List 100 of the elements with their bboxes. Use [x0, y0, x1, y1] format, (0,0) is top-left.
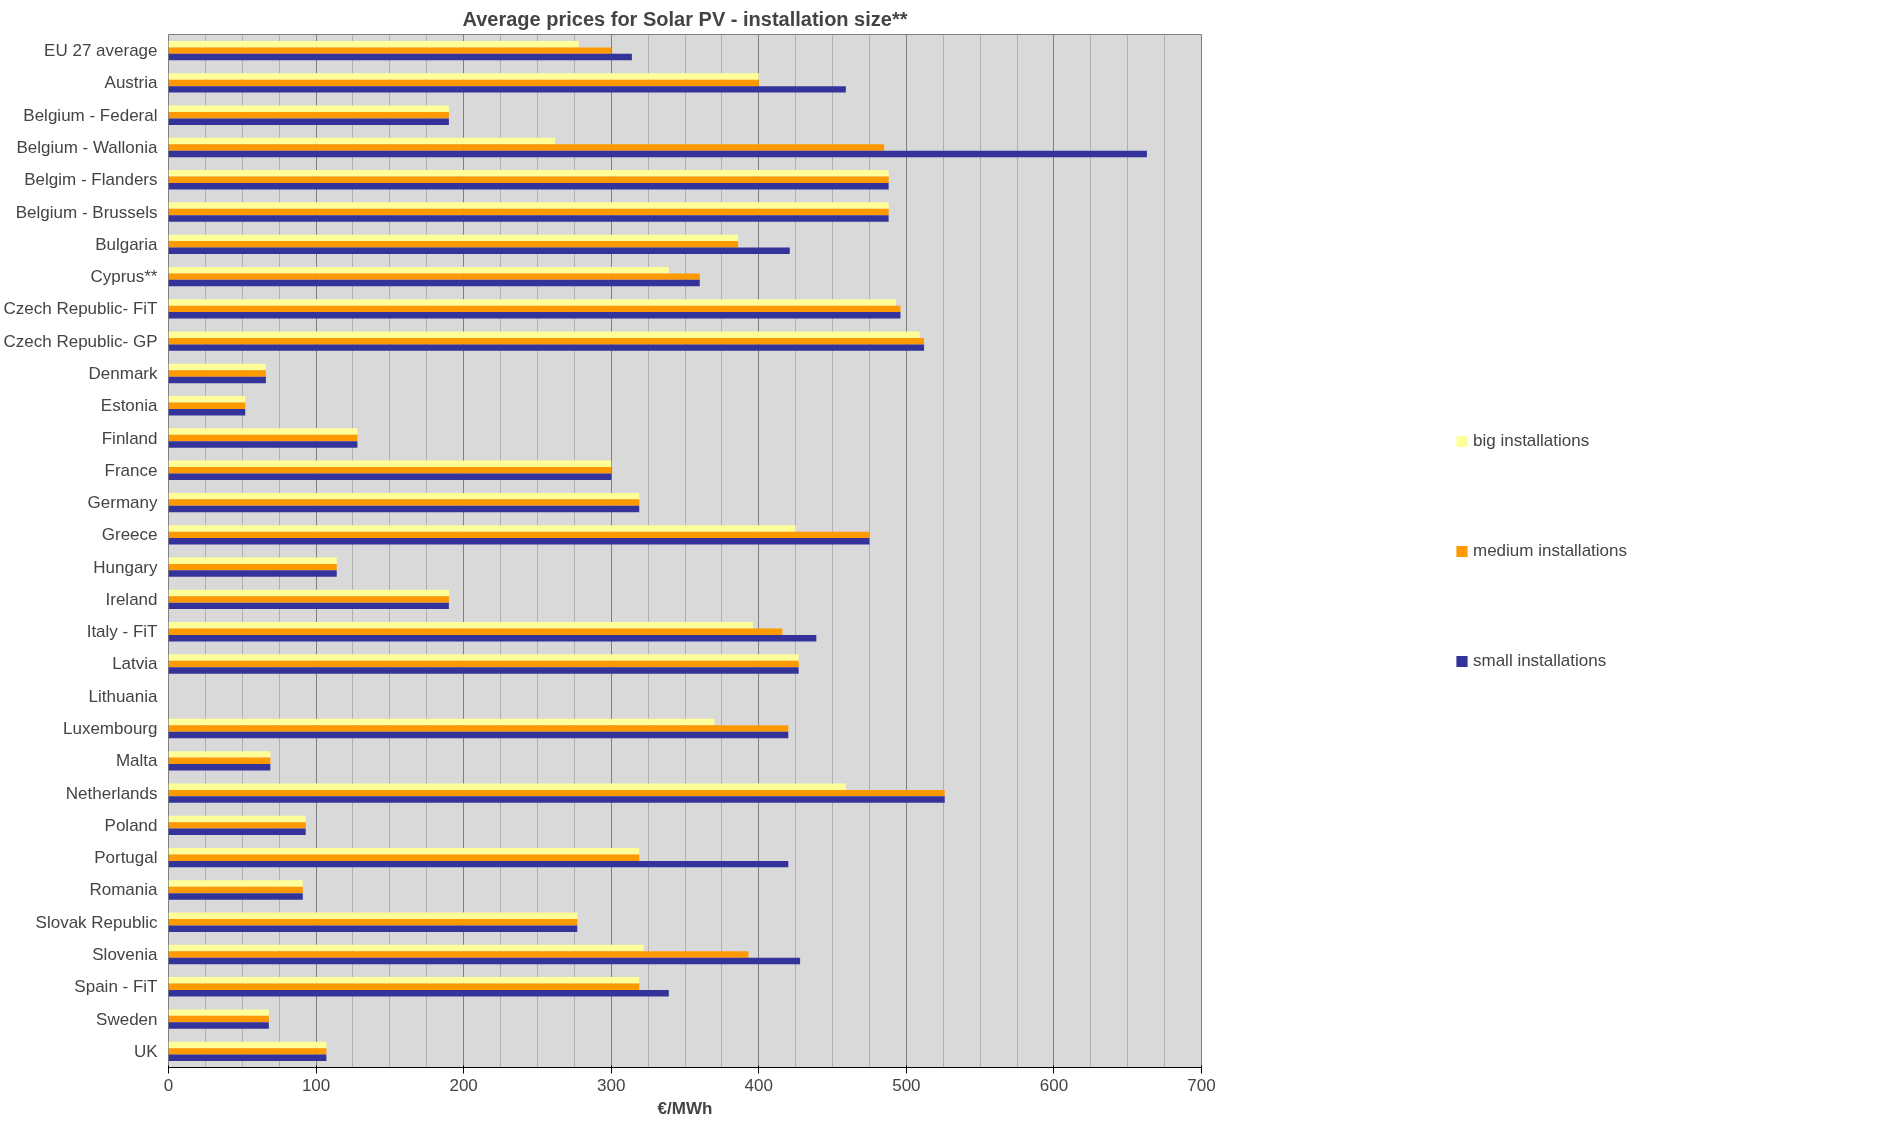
bar	[168, 305, 901, 313]
bar	[168, 531, 870, 539]
y-tick-label: Spain - FiT	[74, 977, 158, 997]
x-axis-title: €/MWh	[657, 1098, 713, 1118]
bar	[168, 137, 556, 145]
y-tick-label: Portugal	[94, 848, 158, 868]
bar	[168, 363, 266, 371]
x-tick-label: 700	[1187, 1075, 1216, 1095]
bar	[168, 990, 669, 997]
bar	[168, 570, 337, 577]
bar	[168, 944, 644, 952]
bar	[168, 731, 789, 739]
bar	[168, 215, 889, 222]
bar	[168, 628, 783, 635]
bar	[168, 925, 578, 932]
y-tick-label: EU 27 average	[44, 41, 158, 61]
bar	[168, 660, 799, 668]
y-tick-label: Italy - FiT	[86, 622, 158, 642]
bar	[168, 86, 846, 93]
bar	[168, 105, 449, 112]
bar	[168, 505, 640, 513]
y-tick-label: Malta	[115, 751, 159, 771]
bar	[168, 789, 945, 797]
bar	[168, 467, 612, 474]
x-tick-label: 0	[163, 1075, 174, 1095]
y-tick-label: Czech Republic- FiT	[3, 299, 158, 319]
legend-label: medium installations	[1472, 540, 1628, 561]
bar	[168, 860, 789, 868]
bar	[168, 441, 358, 448]
bar	[168, 170, 889, 177]
bar	[168, 764, 271, 771]
x-tick-label: 600	[1039, 1075, 1069, 1095]
bar	[168, 47, 612, 54]
x-tick-label: 200	[449, 1075, 478, 1095]
bar	[168, 602, 449, 610]
y-tick-label: Luxembourg	[63, 719, 158, 739]
legend-label: small installations	[1472, 650, 1607, 671]
bar	[168, 751, 271, 758]
bar	[168, 266, 669, 274]
bar	[168, 150, 1147, 158]
y-tick-label: Belgim - Flanders	[24, 170, 158, 190]
bar	[168, 596, 449, 603]
bar	[168, 312, 901, 319]
bar	[168, 783, 846, 790]
y-tick-label: Latvia	[112, 654, 159, 674]
bar	[168, 634, 817, 642]
bar	[168, 118, 449, 125]
bar	[168, 202, 889, 209]
bar	[168, 1015, 269, 1023]
bar	[168, 144, 885, 151]
x-tick-label: 300	[597, 1075, 626, 1095]
y-tick-label: Hungary	[93, 557, 158, 577]
bar	[168, 241, 739, 248]
y-tick-label: Denmark	[88, 363, 158, 383]
bar	[168, 434, 358, 442]
bar	[168, 279, 700, 287]
bar	[168, 919, 578, 926]
bar	[168, 622, 753, 629]
bar	[168, 79, 759, 87]
bar	[168, 1048, 327, 1055]
bar	[168, 499, 640, 506]
bar	[168, 370, 266, 377]
bar	[168, 796, 945, 803]
bar	[168, 557, 337, 564]
legend-label: big installations	[1472, 430, 1590, 451]
bar	[168, 492, 640, 500]
y-tick-label: Slovak Republic	[35, 912, 158, 932]
y-tick-label: Slovenia	[92, 945, 159, 965]
y-tick-label: Poland	[104, 815, 158, 835]
bar	[168, 886, 303, 894]
bar	[168, 912, 578, 920]
bar	[168, 460, 612, 468]
y-tick-label: Estonia	[100, 396, 159, 416]
bar	[168, 667, 799, 674]
y-tick-label: Germany	[87, 493, 158, 513]
bar	[168, 880, 303, 887]
y-tick-label: Belgium - Federal	[23, 105, 158, 125]
bar	[168, 538, 870, 545]
bar	[168, 525, 796, 532]
bar	[168, 725, 789, 732]
bar	[168, 828, 306, 836]
chart-title: Average prices for Solar PV - installation size**	[462, 7, 908, 30]
bar	[168, 402, 246, 409]
bar	[168, 847, 640, 855]
y-tick-label: Austria	[104, 73, 159, 93]
bar	[168, 273, 700, 280]
bar	[168, 563, 337, 571]
y-tick-label: Sweden	[96, 1009, 158, 1029]
bar	[168, 589, 449, 597]
bar	[168, 893, 303, 900]
y-tick-label: Finland	[101, 428, 158, 448]
bar	[168, 1009, 269, 1016]
bar	[168, 208, 889, 216]
bar	[168, 73, 759, 80]
bar	[168, 176, 889, 183]
bar	[168, 40, 579, 48]
bar	[168, 854, 640, 861]
y-tick-label: UK	[133, 1041, 159, 1061]
bar	[168, 757, 271, 765]
bar	[168, 182, 889, 190]
